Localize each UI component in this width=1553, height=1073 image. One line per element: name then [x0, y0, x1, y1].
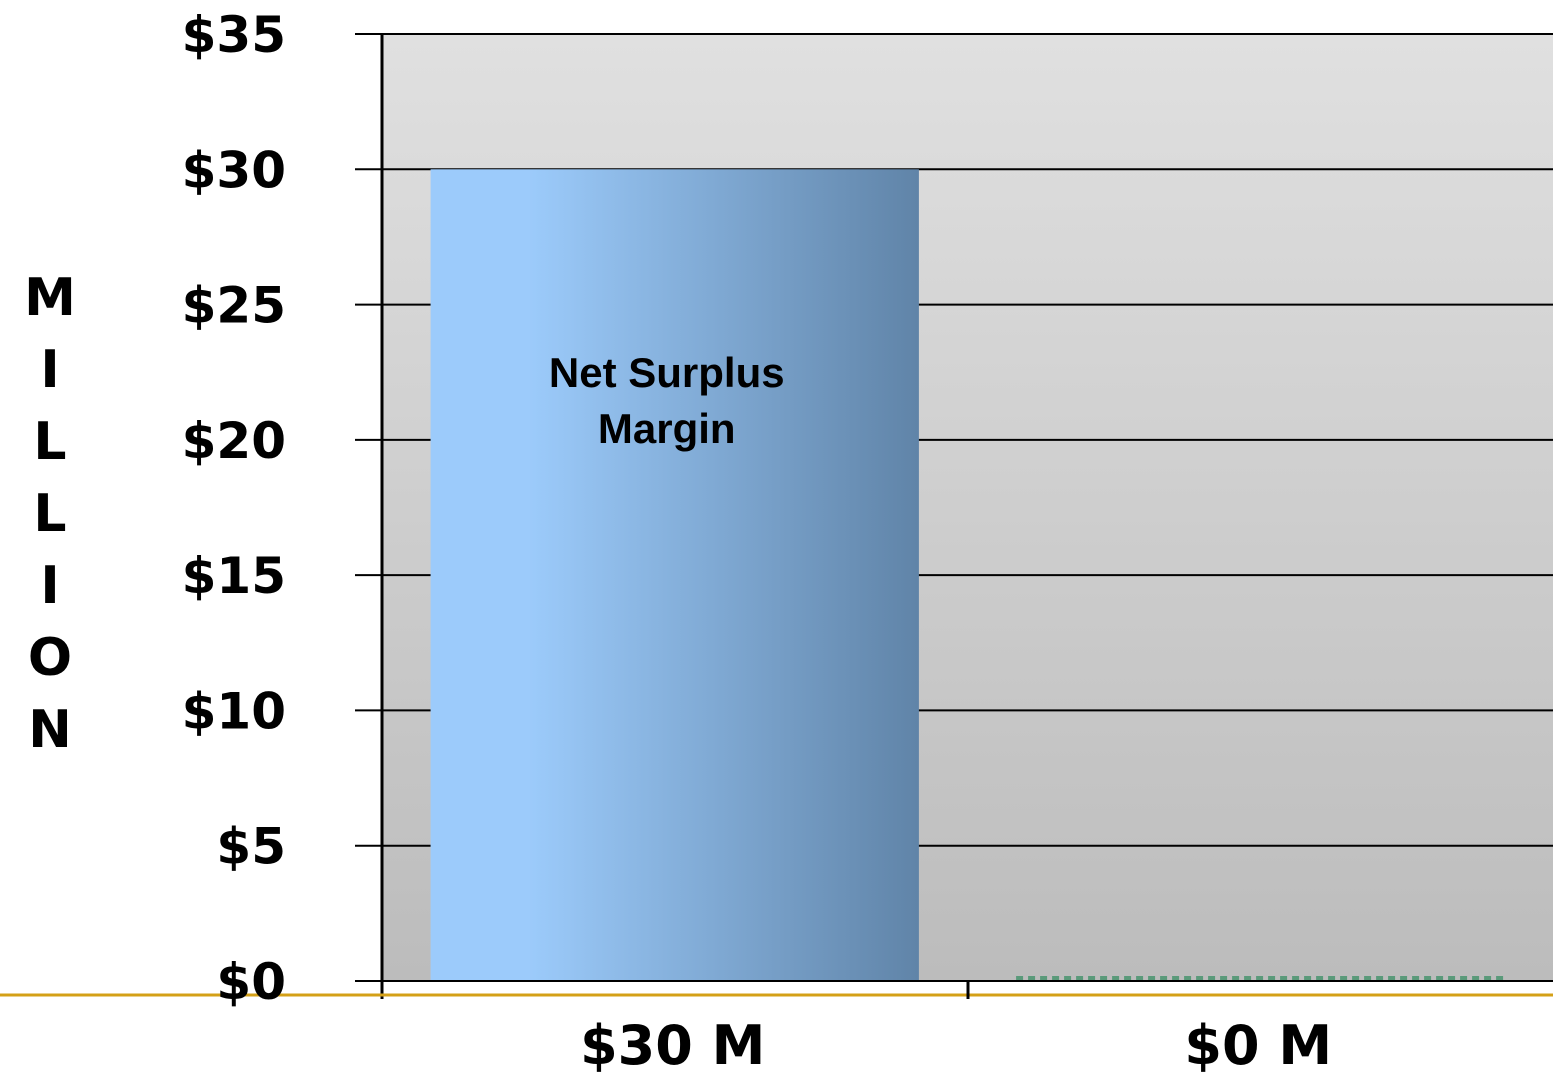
x-tick-labels: $30 M $0 M [580, 1014, 1332, 1073]
y-tick-labels: $0 $5 $10 $15 $20 $25 $30 $35 [182, 6, 286, 1011]
x-tick-label: $0 M [1184, 1014, 1332, 1073]
bars: Net Surplus Margin [430, 169, 1505, 982]
y-tick-label: $0 [216, 953, 286, 1011]
y-tick-label: $10 [182, 682, 286, 740]
y-tick-label: $20 [182, 412, 286, 470]
bar [430, 169, 919, 982]
bar-data-label: Net Surplus Margin [549, 349, 785, 452]
y-tick-label: $35 [182, 6, 286, 64]
y-tick-label: $30 [182, 141, 286, 199]
x-tick-label: $30 M [580, 1014, 765, 1073]
y-tick-label: $25 [182, 277, 286, 335]
y-tick-label: $5 [216, 818, 286, 876]
y-tick-label: $15 [182, 547, 286, 605]
axes [0, 34, 1553, 999]
